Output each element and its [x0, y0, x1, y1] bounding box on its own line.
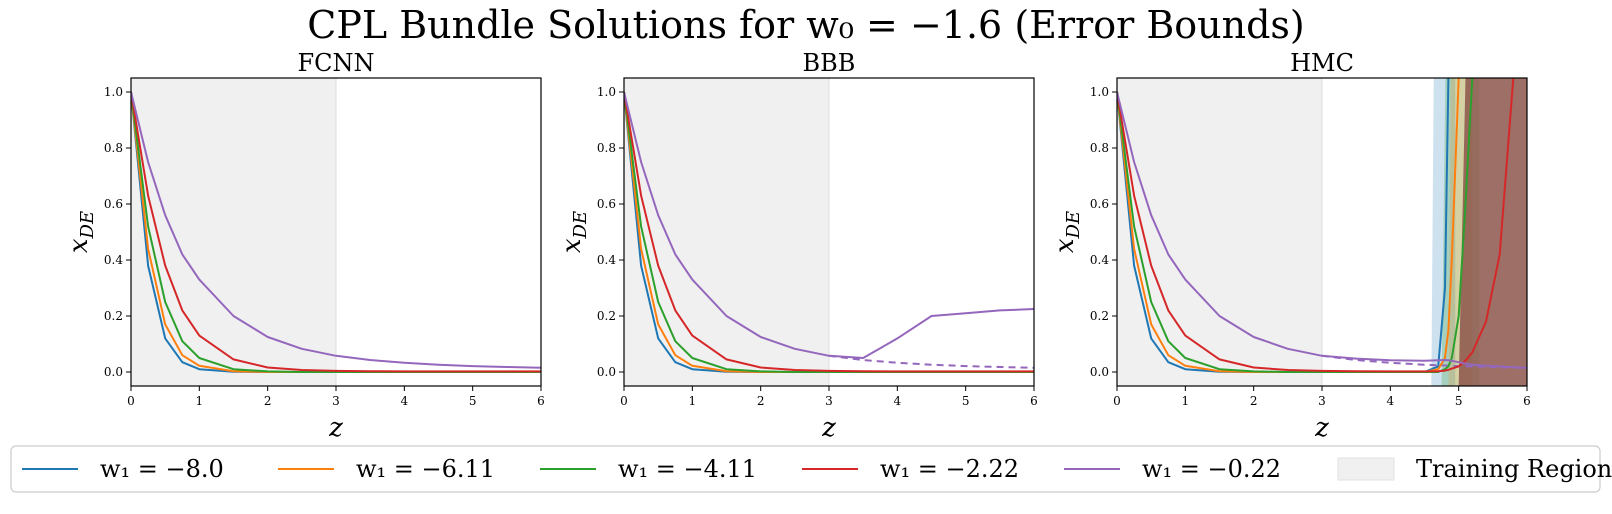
- legend-label: Training Region: [1416, 455, 1612, 483]
- figure-title: CPL Bundle Solutions for w₀ = −1.6 (Erro…: [307, 3, 1304, 47]
- panel-title: FCNN: [297, 49, 374, 77]
- training-region: [1117, 78, 1322, 386]
- series-line: [624, 91, 1034, 359]
- panel-hmc: 0 1 2 3 4 5 6 0.0 0.2 0.4 0.6 0.8 1.0 HMC z xDE: [1050, 49, 1531, 443]
- y-tick-label: 0.2: [1090, 309, 1109, 323]
- y-tick-label: 0.4: [1090, 253, 1109, 267]
- panel-fcnn: 0 1 2 3 4 5 6 0.0 0.2 0.4 0.6 0.8 1.0 FCNN z xDE: [64, 49, 545, 443]
- y-tick-label: 0.4: [104, 253, 123, 267]
- plot-area: [131, 91, 541, 373]
- y-tick-label: 0.0: [104, 365, 123, 379]
- legend-swatch: [1337, 457, 1395, 481]
- x-tick-label: 1: [196, 394, 204, 408]
- y-axis-label: xDE: [64, 211, 98, 253]
- x-tick-label: 3: [825, 394, 833, 408]
- x-tick-label: 1: [689, 394, 697, 408]
- x-tick-label: 6: [1030, 394, 1038, 408]
- series-line: [131, 91, 541, 373]
- legend-label: w₁ = −0.22: [1142, 455, 1281, 483]
- x-tick-label: 0: [127, 394, 135, 408]
- series-line: [131, 91, 541, 369]
- legend-item: w₁ = −8.0: [22, 455, 224, 483]
- legend: w₁ = −8.0 w₁ = −6.11 w₁ = −4.11 w₁ = −2.22 w…: [10, 445, 1612, 493]
- training-region: [624, 78, 829, 386]
- series-line: [1117, 91, 1527, 369]
- y-axis-label: xDE: [557, 211, 591, 253]
- x-axis-label: z: [821, 413, 836, 443]
- y-tick-label: 0.4: [597, 253, 616, 267]
- y-tick-label: 0.6: [1090, 197, 1109, 211]
- y-tick-label: 0.6: [104, 197, 123, 211]
- x-tick-label: 2: [757, 394, 765, 408]
- x-tick-label: 5: [962, 394, 970, 408]
- series-line: [1117, 78, 1515, 373]
- x-tick-label: 3: [1318, 394, 1326, 408]
- x-tick-label: 5: [469, 394, 477, 408]
- legend-item: w₁ = −4.11: [540, 455, 757, 483]
- panel-title: HMC: [1290, 49, 1354, 77]
- x-axis-label: z: [328, 413, 343, 443]
- legend-label: w₁ = −4.11: [618, 455, 757, 483]
- legend-label: w₁ = −6.11: [356, 455, 495, 483]
- training-region: [131, 78, 336, 386]
- y-tick-label: 0.6: [597, 197, 616, 211]
- y-tick-label: 0.2: [104, 309, 123, 323]
- panels: 0 1 2 3 4 5 6 0.0 0.2 0.4 0.6 0.8 1.0 FCNN z xDE 0 1 2 3 4 5 6…: [64, 49, 1531, 443]
- legend-item: w₁ = −2.22: [802, 455, 1019, 483]
- y-axis-label: xDE: [1050, 211, 1084, 253]
- reference-line: [828, 354, 1034, 369]
- legend-item: w₁ = −6.11: [278, 455, 495, 483]
- series-line: [624, 91, 1034, 373]
- x-tick-label: 0: [1113, 394, 1121, 408]
- y-tick-label: 0.8: [104, 141, 123, 155]
- plot-area: [624, 91, 1034, 373]
- legend-item: w₁ = −0.22: [1064, 455, 1281, 483]
- plot-area: [1117, 78, 1527, 386]
- legend-label: w₁ = −2.22: [880, 455, 1019, 483]
- panel-title: BBB: [803, 49, 856, 77]
- x-tick-label: 2: [1250, 394, 1258, 408]
- y-tick-label: 1.0: [104, 85, 123, 99]
- x-tick-label: 6: [537, 394, 545, 408]
- x-tick-label: 4: [1387, 394, 1395, 408]
- y-tick-label: 0.0: [597, 365, 616, 379]
- y-tick-label: 0.8: [597, 141, 616, 155]
- x-tick-label: 2: [264, 394, 272, 408]
- panel-bbb: 0 1 2 3 4 5 6 0.0 0.2 0.4 0.6 0.8 1.0 BBB z xDE: [557, 49, 1038, 443]
- legend-label: w₁ = −8.0: [100, 455, 224, 483]
- y-tick-label: 1.0: [597, 85, 616, 99]
- legend-item: Training Region: [1337, 455, 1612, 483]
- y-tick-label: 0.2: [597, 309, 616, 323]
- y-tick-label: 0.0: [1090, 365, 1109, 379]
- x-tick-label: 1: [1182, 394, 1190, 408]
- x-tick-label: 3: [332, 394, 340, 408]
- x-tick-label: 4: [401, 394, 409, 408]
- x-tick-label: 5: [1455, 394, 1463, 408]
- y-tick-label: 0.8: [1090, 141, 1109, 155]
- y-tick-label: 1.0: [1090, 85, 1109, 99]
- uncertainty-band: [1458, 78, 1527, 386]
- x-axis-label: z: [1314, 413, 1329, 443]
- x-tick-label: 4: [894, 394, 902, 408]
- x-tick-label: 6: [1523, 394, 1531, 408]
- x-tick-label: 0: [620, 394, 628, 408]
